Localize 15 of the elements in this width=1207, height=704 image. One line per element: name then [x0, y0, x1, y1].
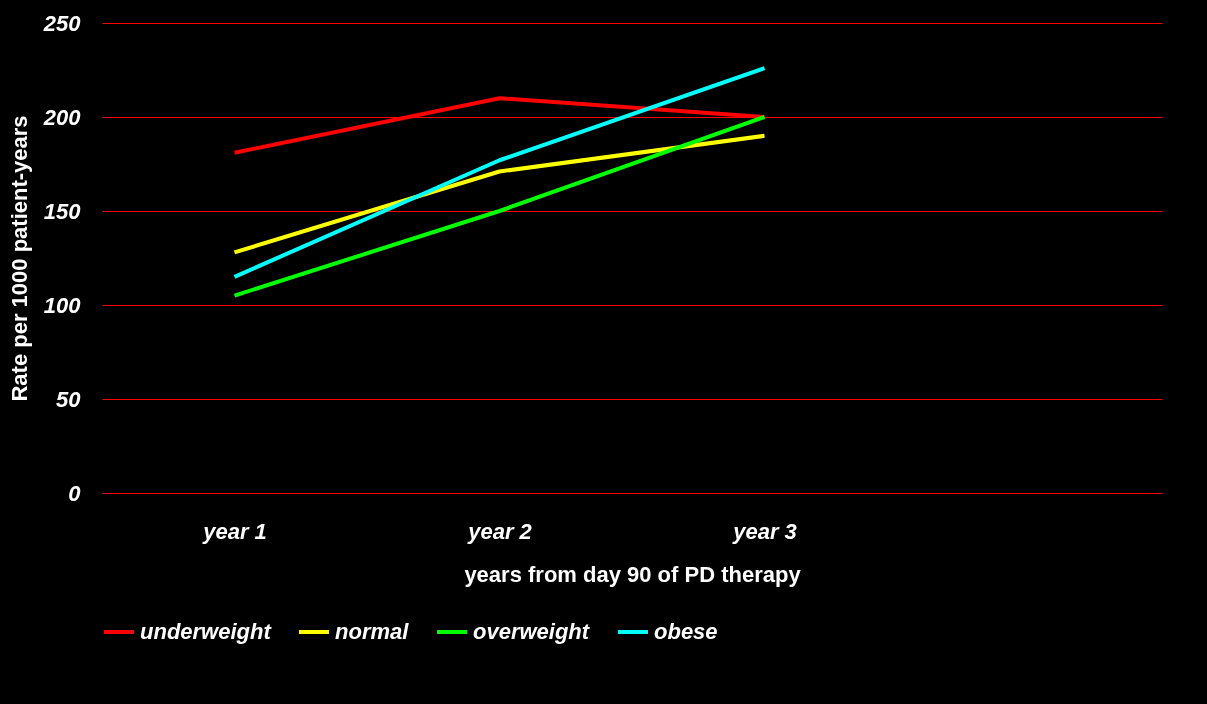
y-tick-label: 150 [43, 198, 82, 224]
x-axis-title: years from day 90 of PD therapy [464, 561, 802, 587]
legend-label: normal [335, 619, 410, 644]
legend-label: underweight [140, 619, 273, 644]
x-tick-label: year 1 [202, 518, 267, 544]
y-tick-label: 250 [42, 10, 82, 36]
legend-label: obese [654, 619, 718, 644]
x-tick-label: year 3 [732, 518, 797, 544]
y-tick-label: 200 [42, 104, 82, 130]
y-tick-label: 50 [56, 386, 82, 412]
y-tick-label: 0 [68, 480, 82, 506]
legend-label: overweight [473, 619, 591, 644]
x-tick-label: year 2 [467, 518, 533, 544]
y-tick-label: 100 [43, 292, 82, 318]
y-axis-title: Rate per 1000 patient-years [6, 115, 32, 402]
